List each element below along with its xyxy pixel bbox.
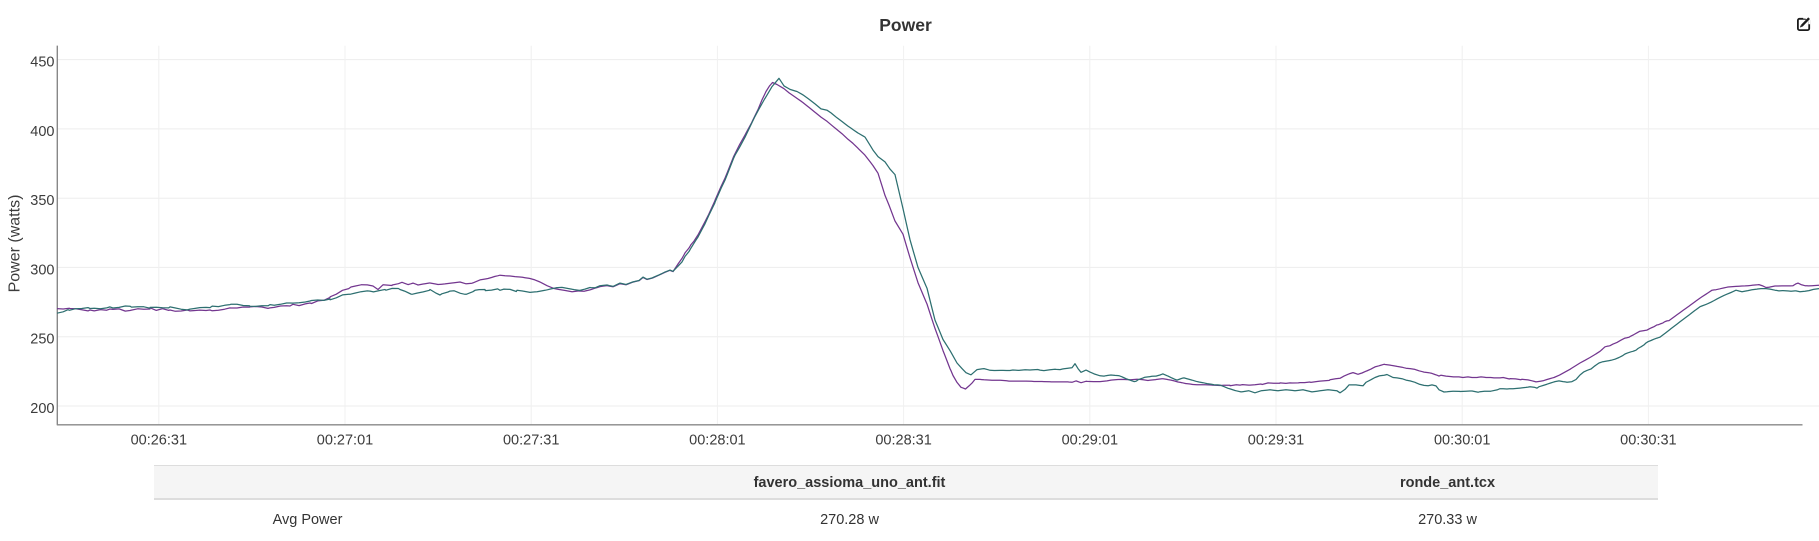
svg-text:400: 400	[30, 124, 54, 140]
svg-text:200: 200	[30, 401, 54, 417]
svg-text:250: 250	[30, 332, 54, 348]
svg-text:00:27:01: 00:27:01	[317, 432, 373, 448]
svg-text:450: 450	[30, 55, 54, 71]
svg-text:00:26:31: 00:26:31	[131, 432, 187, 448]
svg-text:00:29:01: 00:29:01	[1062, 432, 1118, 448]
svg-text:00:30:01: 00:30:01	[1434, 432, 1490, 448]
svg-text:00:27:31: 00:27:31	[503, 432, 559, 448]
svg-text:00:28:01: 00:28:01	[689, 432, 745, 448]
svg-text:00:29:31: 00:29:31	[1248, 432, 1304, 448]
svg-text:00:28:31: 00:28:31	[875, 432, 931, 448]
svg-text:Power (watts): Power (watts)	[7, 195, 24, 293]
svg-text:00:30:31: 00:30:31	[1620, 432, 1676, 448]
svg-text:300: 300	[30, 262, 54, 278]
svg-text:350: 350	[30, 193, 54, 209]
